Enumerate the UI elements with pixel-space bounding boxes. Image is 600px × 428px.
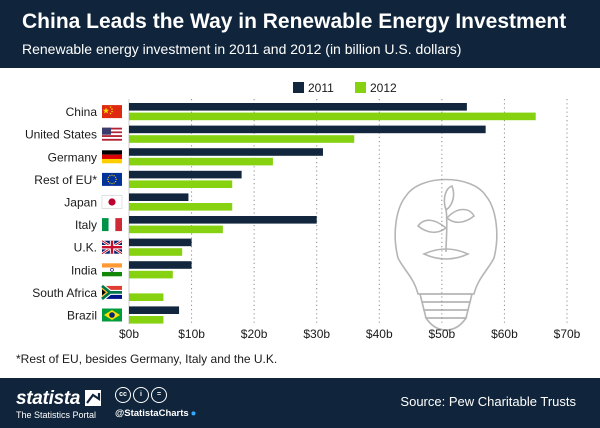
x-tick-label: $0b [119,327,139,341]
legend-swatch-2012 [355,82,366,93]
bar-2012-india[interactable] [129,270,173,279]
source-note: Source: Pew Charitable Trusts [400,394,576,409]
category-label-germany: Germany [48,150,97,164]
twitter-handle-text: @StatistaCharts [115,408,189,419]
cc-icon: cc [115,387,131,403]
category-label-rest-of-eu: Rest of EU* [34,173,97,187]
bar-2011-china[interactable] [129,103,467,111]
category-label-japan: Japan [64,196,97,210]
bar-chart: China United States Germany Rest of EU* Japa… [25,81,581,341]
chart-title: China Leads the Way in Renewable Energy … [22,10,567,33]
china-flag-icon [102,105,122,119]
twitter-handle[interactable]: @StatistaCharts ● [115,408,196,419]
bar-2012-united-states[interactable] [129,135,355,143]
bar-2012-germany[interactable] [129,157,273,166]
bar-2011-italy[interactable] [129,216,317,224]
bar-2011-germany[interactable] [129,148,323,156]
x-tick-label: $20b [241,327,268,341]
south-africa-flag-icon [100,283,122,301]
germany-flag-icon [102,150,122,164]
category-label-italy: Italy [75,218,97,232]
legend-label-2011: 2011 [308,81,334,95]
bar-2011-rest-of-eu[interactable] [129,170,242,179]
uk-flag-icon [101,239,123,255]
chart-subtitle: Renewable energy investment in 2011 and … [22,41,462,57]
category-label-brazil: Brazil [67,309,97,323]
x-tick-label: $50b [429,327,456,341]
bar-2011-japan[interactable] [129,193,189,201]
x-tick-label: $70b [554,327,581,341]
light-bulb-illustration [394,178,498,331]
statista-logo[interactable]: statista [16,388,81,409]
x-tick-label: $30b [303,327,330,341]
legend-swatch-2011 [293,82,304,93]
bar-2012-japan[interactable] [129,203,233,211]
legend-label-2012: 2012 [370,81,397,95]
bar-2012-south-africa[interactable] [129,293,164,301]
no-derivatives-icon: = [151,387,167,403]
attribution-icon: i [133,387,149,403]
header-banner: China Leads the Way in Renewable Energy … [0,0,600,68]
category-label-south-africa: South Africa [32,286,97,300]
x-tick-label: $40b [366,327,393,341]
italy-flag-icon [102,218,122,232]
footnote: *Rest of EU, besides Germany, Italy and … [16,352,278,366]
bar-2012-rest-of-eu[interactable] [129,180,233,188]
bar-2012-brazil[interactable] [129,316,164,324]
usa-flag-icon [102,127,122,141]
bar-2012-italy[interactable] [129,225,223,234]
bar-2011-india[interactable] [129,261,192,269]
x-tick-label: $10b [178,327,205,341]
x-tick-label: $60b [491,327,518,341]
india-flag-icon [102,263,122,277]
category-label-india: India [71,263,97,277]
category-label-united-states: United States [25,128,97,142]
statista-tagline: The Statistics Portal [16,410,97,420]
category-label-china: China [66,105,98,119]
twitter-bird-icon: ● [190,408,197,419]
japan-flag-icon [101,195,123,209]
footer-banner: statista The Statistics Portal cc i = @Sta… [0,378,600,428]
eu-flag-icon [102,172,122,186]
license-icons[interactable]: cc i = [115,387,169,405]
brazil-flag-icon [102,308,122,322]
category-label-u-k: U.K. [74,241,97,255]
bar-2011-u-k[interactable] [129,238,192,247]
statista-logo-mark [85,390,101,406]
bar-2011-brazil[interactable] [129,306,180,314]
bar-2012-u-k[interactable] [129,248,183,256]
bar-2011-united-states[interactable] [129,125,486,134]
bar-2012-china[interactable] [129,112,536,121]
